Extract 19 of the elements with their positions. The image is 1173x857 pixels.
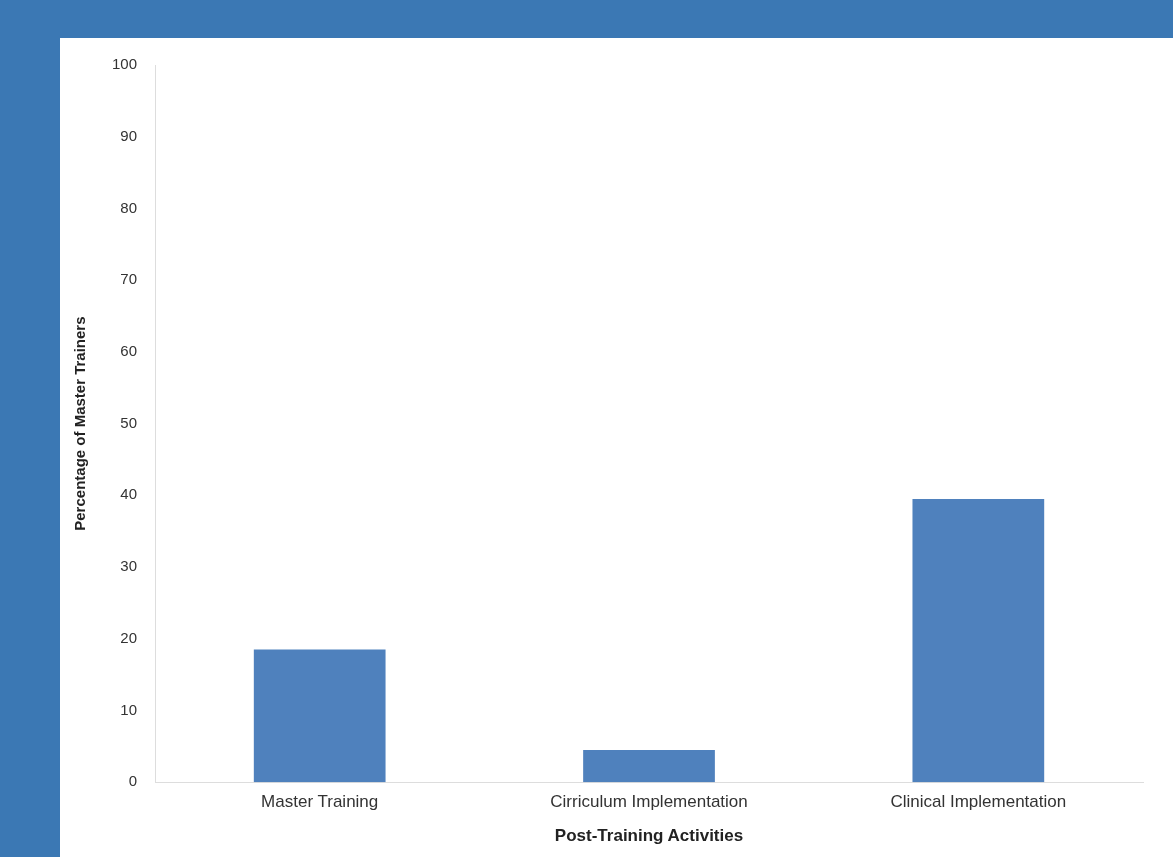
y-tick-label: 30 — [120, 557, 138, 575]
y-tick-label: 40 — [120, 485, 138, 503]
bar — [253, 649, 386, 783]
x-axis-title: Post-Training Activities — [554, 826, 744, 846]
y-tick-label: 10 — [120, 700, 138, 718]
y-tick-label: 60 — [120, 342, 138, 360]
y-tick-label: 70 — [120, 270, 138, 288]
y-axis-title: Percentage of Master Trainers — [71, 316, 89, 531]
bar — [583, 749, 715, 783]
x-tick-label: Clinical Implementation — [890, 792, 1067, 812]
bar — [912, 498, 1045, 783]
y-tick-label: 0 — [128, 772, 138, 790]
x-tick-label: Master Training — [261, 792, 379, 812]
y-tick-label: 80 — [120, 198, 138, 216]
x-tick-label: Cirriculum Implementation — [550, 792, 748, 812]
y-tick-label: 50 — [120, 413, 138, 431]
y-tick-label: 20 — [120, 628, 138, 646]
y-tick-label: 90 — [120, 126, 138, 144]
y-tick-label: 100 — [112, 55, 138, 73]
